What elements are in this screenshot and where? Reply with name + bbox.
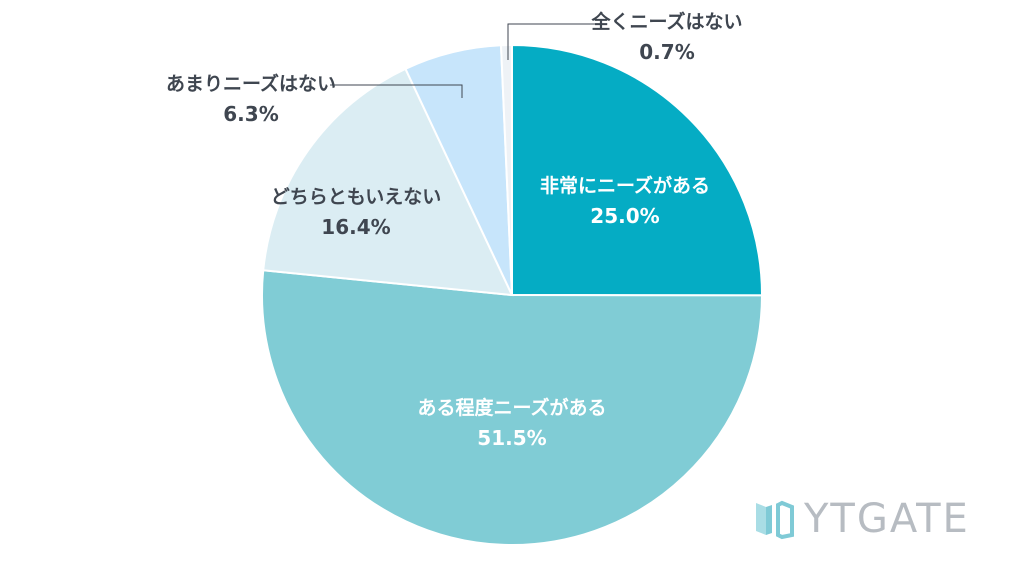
pie-slices bbox=[261, 43, 764, 547]
slice-value-label: 51.5% bbox=[477, 426, 546, 450]
slice-value-label: 6.3% bbox=[223, 102, 278, 126]
slice-value-label: 16.4% bbox=[321, 215, 390, 239]
slice-label: どちらともいえない bbox=[271, 186, 442, 208]
pie-slice bbox=[499, 43, 513, 296]
slice-label: 全くニーズはない bbox=[590, 10, 742, 33]
pie-slice bbox=[261, 269, 764, 547]
leader-line bbox=[330, 84, 463, 98]
slice-labels: 非常にニーズがある 25.0% ある程度ニーズがある 51.5% どちらともいえない 16… bbox=[166, 10, 743, 450]
leader-line bbox=[507, 23, 600, 60]
gate-logo-icon bbox=[756, 500, 794, 540]
slice-label: ある程度ニーズがある bbox=[417, 396, 606, 419]
pie-slice bbox=[511, 43, 764, 297]
leader-lines bbox=[330, 23, 600, 98]
ytgate-logo: YTGATE bbox=[752, 496, 970, 542]
slice-value-label: 0.7% bbox=[639, 40, 694, 64]
slice-label: 非常にニーズがある bbox=[540, 174, 710, 197]
slice-label: あまりニーズはない bbox=[166, 72, 336, 95]
slice-value-label: 25.0% bbox=[590, 204, 659, 228]
logo-text: YTGATE bbox=[804, 496, 970, 542]
pie-slice bbox=[262, 67, 514, 297]
